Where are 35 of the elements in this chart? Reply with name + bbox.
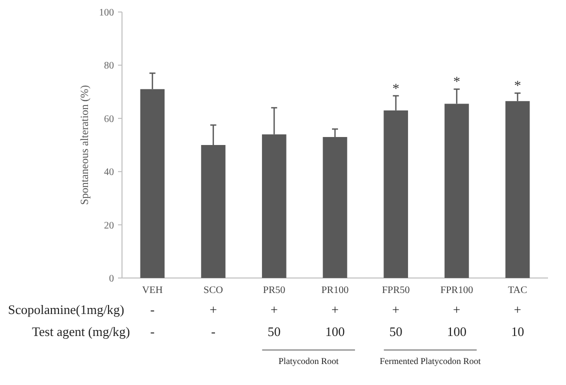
text: 100 bbox=[325, 324, 345, 339]
annotation: * bbox=[392, 82, 400, 97]
x-tick-label: FPR100 bbox=[440, 285, 474, 296]
x-tick-label: PR50 bbox=[263, 285, 286, 296]
text: + bbox=[331, 302, 339, 317]
text: + bbox=[210, 302, 217, 317]
y-tick-label: 60 bbox=[104, 114, 114, 125]
y-tick-label: 0 bbox=[109, 274, 114, 284]
annotation: * bbox=[514, 79, 522, 94]
text: Fermented Platycodon Root bbox=[380, 356, 482, 366]
text: + bbox=[453, 302, 460, 317]
text: - bbox=[150, 302, 155, 317]
x-tick-label: VEH bbox=[142, 285, 163, 296]
text: 50 bbox=[389, 324, 402, 339]
text: 100 bbox=[446, 324, 466, 339]
x-tick-label: FPR50 bbox=[382, 285, 410, 296]
annotation: * bbox=[453, 75, 460, 90]
x-tick-label: TAC bbox=[508, 285, 528, 296]
text: Test agent (mg/kg) bbox=[32, 324, 130, 339]
text: - bbox=[150, 324, 155, 339]
text: + bbox=[392, 302, 400, 317]
y-tick-label: 80 bbox=[104, 60, 114, 72]
y-axis-title: Spontaneous alteration (%) bbox=[79, 84, 91, 205]
x-tick-label: PR100 bbox=[321, 285, 349, 296]
text: + bbox=[270, 302, 278, 317]
text: 50 bbox=[268, 324, 281, 339]
text: Platycodon Root bbox=[278, 356, 340, 366]
y-tick-label: 100 bbox=[99, 8, 114, 18]
text: Scopolamine(1mg/kg) bbox=[8, 302, 124, 317]
y-tick-label: 40 bbox=[104, 167, 114, 178]
y-tick-label: 20 bbox=[104, 220, 114, 232]
text: + bbox=[514, 302, 522, 317]
x-tick-label: SCO bbox=[204, 285, 224, 296]
text: 10 bbox=[511, 324, 524, 339]
text: - bbox=[211, 324, 216, 339]
